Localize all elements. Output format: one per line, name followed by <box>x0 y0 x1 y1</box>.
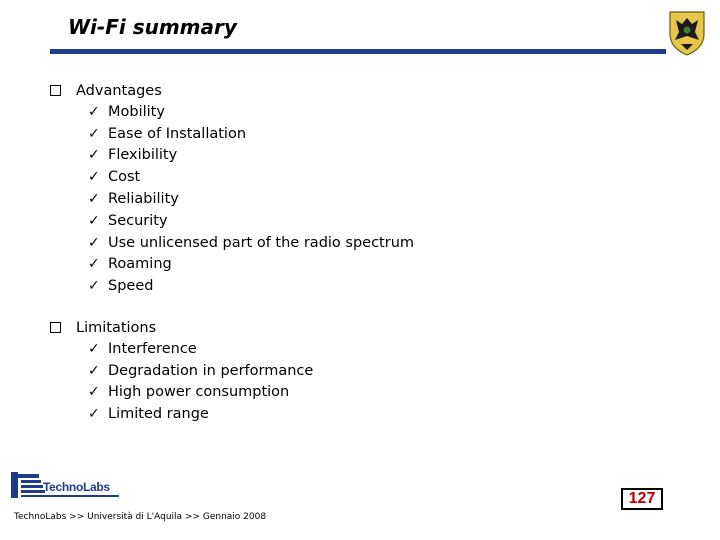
checkmark-icon: ✓ <box>88 406 100 423</box>
title-rule <box>50 49 666 54</box>
list-item: ✓ Roaming <box>88 256 172 273</box>
advantages-section: Advantages ✓ Mobility ✓ Ease of Installati… <box>50 80 414 297</box>
list-item: ✓ Mobility <box>88 103 165 120</box>
list-item: ✓ High power consumption <box>88 384 290 401</box>
list-item: ✓ Reliability <box>88 191 179 208</box>
checkmark-icon: ✓ <box>88 212 100 229</box>
limitations-section: Limitations ✓ Interference ✓ Degradation i… <box>50 317 313 425</box>
logo-text: TechnoLabs <box>43 480 110 494</box>
list-item: ✓ Speed <box>88 278 154 295</box>
slide-title: Wi-Fi summary <box>68 15 237 39</box>
list-item: ✓ Ease of Installation <box>88 125 247 142</box>
page-number: 127 <box>621 488 663 510</box>
checkmark-icon: ✓ <box>88 278 100 295</box>
checkmark-icon: ✓ <box>88 169 100 186</box>
list-item: ✓ Interference <box>88 340 197 357</box>
checkmark-icon: ✓ <box>88 103 100 120</box>
checkmark-icon: ✓ <box>88 362 100 379</box>
list-item: ✓ Security <box>88 212 168 229</box>
advantages-list: ✓ Mobility ✓ Ease of Installation ✓ Flexibi… <box>50 101 414 297</box>
square-bullet-icon <box>50 322 61 333</box>
checkmark-icon: ✓ <box>88 340 100 357</box>
square-bullet-icon <box>50 85 61 96</box>
limitations-list: ✓ Interference ✓ Degradation in performanc… <box>50 338 313 425</box>
checkmark-icon: ✓ <box>88 125 100 142</box>
university-crest-icon <box>669 11 705 56</box>
checkmark-icon: ✓ <box>88 191 100 208</box>
list-item: ✓ Cost <box>88 169 141 186</box>
limitations-heading: Limitations <box>76 319 157 336</box>
checkmark-icon: ✓ <box>88 234 100 251</box>
checkmark-icon: ✓ <box>88 147 100 164</box>
list-item: ✓ Limited range <box>88 406 209 423</box>
list-item: ✓ Flexibility <box>88 147 178 164</box>
checkmark-icon: ✓ <box>88 384 100 401</box>
advantages-heading: Advantages <box>76 82 162 99</box>
list-item: ✓ Degradation in performance <box>88 362 314 379</box>
technolabs-logo-icon <box>11 472 119 498</box>
checkmark-icon: ✓ <box>88 256 100 273</box>
footer-text: TechnoLabs >> Università di L'Aquila >> … <box>14 512 267 522</box>
list-item: ✓ Use unlicensed part of the radio spectr… <box>88 234 415 251</box>
